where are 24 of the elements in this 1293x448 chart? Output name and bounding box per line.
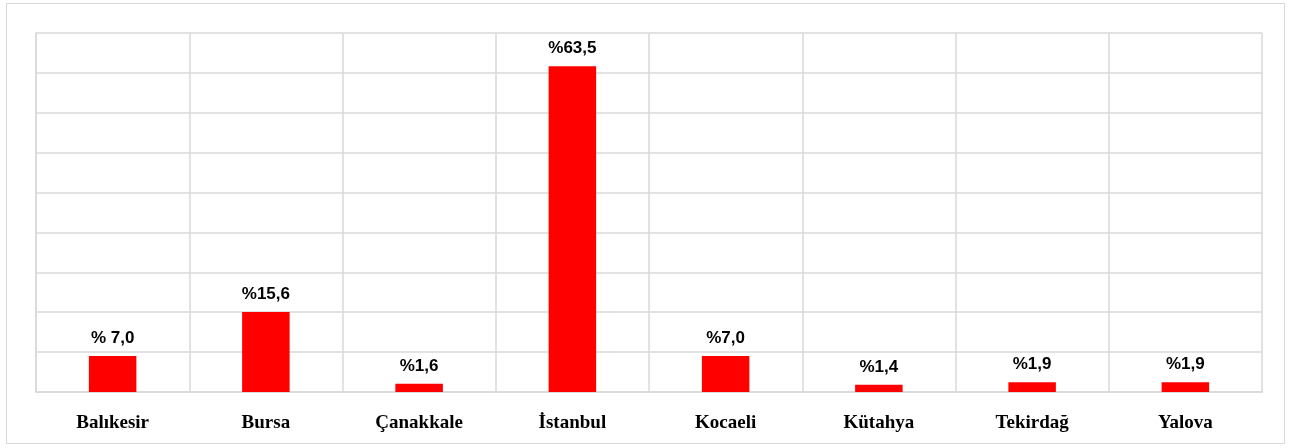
data-label: %1,6 [399,355,439,375]
data-label: %15,6 [241,283,290,303]
data-label: %7,0 [706,328,745,348]
x-tick-label: Yalova [1157,411,1214,432]
bar [395,383,443,392]
data-label: %1,4 [859,356,899,376]
x-tick-label: Tekirdağ [995,411,1070,432]
bar [701,356,750,392]
x-tick-label: Kütahya [843,411,915,432]
bar [548,66,597,392]
bar [88,356,137,392]
x-tick-label: Balıkesir [76,411,150,432]
bar [1161,382,1210,392]
data-label: %1,9 [1166,354,1205,374]
x-tick-label: İstanbul [538,411,607,432]
bar [855,384,903,392]
data-label: %63,5 [548,38,597,58]
x-tick-label: Bursa [241,411,291,432]
data-label: % 7,0 [90,328,135,348]
data-label: %1,9 [1012,354,1052,374]
bar [1008,382,1056,392]
x-tick-label: Çanakkale [375,411,463,432]
x-tick-label: Kocaeli [695,411,757,432]
bar [242,311,290,392]
